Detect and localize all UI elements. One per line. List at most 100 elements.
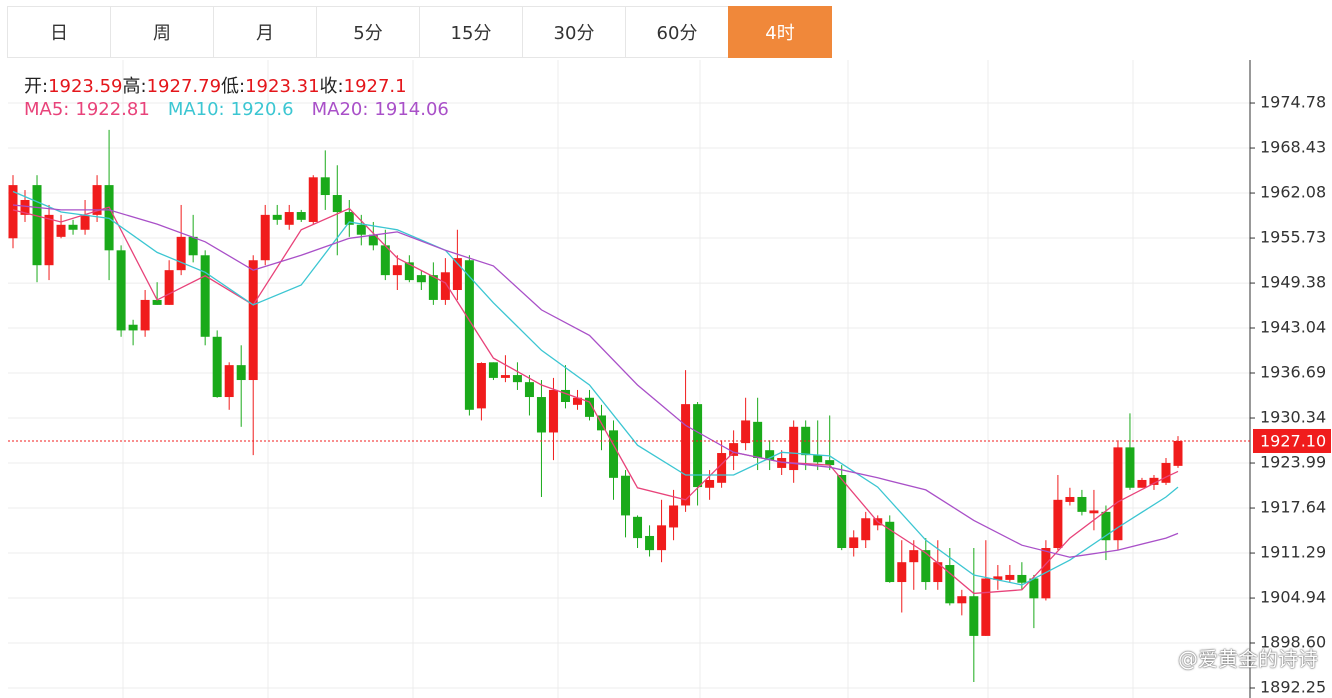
period-tab[interactable]: 周 <box>110 6 214 58</box>
ohlc-value: 1923.59 <box>48 76 123 97</box>
candle-body <box>669 505 679 528</box>
candle-body <box>80 214 90 230</box>
candle-body <box>1161 462 1171 483</box>
ma-label: MA20: <box>311 99 369 120</box>
ma-line <box>12 204 1179 558</box>
ohlc-label: 开: <box>24 76 49 97</box>
ohlc-header: 开:1923.59高:1927.79低:1923.31收:1927.1 <box>24 72 407 98</box>
candle-body <box>633 516 643 539</box>
candle-body <box>945 565 955 604</box>
candle-body <box>897 562 907 583</box>
y-tick-label: 1898.60 <box>1260 632 1326 651</box>
candle-body <box>212 336 222 398</box>
period-tab[interactable]: 5分 <box>316 6 420 58</box>
period-tabs: 日周月 5分 15分 30分 60分 4时 <box>7 6 832 58</box>
candle-body <box>392 265 402 276</box>
y-tick-label: 1968.43 <box>1260 138 1326 157</box>
y-tick-label: 1911.29 <box>1260 543 1326 562</box>
candle-body <box>1149 477 1159 485</box>
y-tick-label: 1930.34 <box>1260 408 1326 427</box>
period-tab[interactable]: 月 <box>213 6 317 58</box>
last-price-box <box>1253 428 1331 453</box>
candle-body <box>1029 578 1039 599</box>
candle-body <box>1017 574 1027 583</box>
candle-body <box>20 199 30 215</box>
candle-body <box>993 576 1003 580</box>
candle-body <box>452 258 462 291</box>
candle-body <box>621 475 631 516</box>
y-tick-label: 1974.78 <box>1260 93 1326 112</box>
ma-label: MA10: <box>167 99 225 120</box>
candle-body <box>1137 479 1147 488</box>
candle-body <box>92 185 102 215</box>
candle-body <box>560 389 570 403</box>
candle-body <box>236 365 246 381</box>
candle-body <box>164 270 174 305</box>
candle-body <box>1065 496 1075 502</box>
candle-body <box>1077 496 1087 512</box>
candle-body <box>825 460 835 466</box>
candle-body <box>789 426 799 471</box>
period-tab[interactable]: 4时 <box>728 6 832 58</box>
candle-body <box>1005 574 1015 580</box>
candle-body <box>572 397 582 405</box>
ohlc-label: 高: <box>122 76 147 97</box>
ma-line <box>12 190 1179 586</box>
candle-body <box>548 389 558 433</box>
y-tick-label: 1949.38 <box>1260 273 1326 292</box>
candle-body <box>1173 440 1183 466</box>
candle-body <box>1089 510 1099 514</box>
candle-body <box>344 212 354 225</box>
candle-body <box>188 236 198 256</box>
y-tick-label: 1936.69 <box>1260 363 1326 382</box>
candle-body <box>260 214 270 261</box>
candle-body <box>765 450 775 461</box>
period-tab[interactable]: 15分 <box>419 6 523 58</box>
candle-body <box>8 185 18 239</box>
candle-body <box>416 275 426 283</box>
candle-body <box>44 214 54 266</box>
candle-body <box>969 596 979 636</box>
period-tab[interactable]: 60分 <box>625 6 729 58</box>
candle-body <box>464 260 474 410</box>
candle-body <box>356 224 366 235</box>
candle-body <box>1113 447 1123 541</box>
candle-body <box>56 224 66 237</box>
y-tick-label: 1917.64 <box>1260 498 1326 517</box>
candle-body <box>116 250 126 331</box>
candle-body <box>68 224 78 230</box>
candle-body <box>957 596 967 604</box>
candle-body <box>584 397 594 417</box>
candle-body <box>645 535 655 551</box>
candle-body <box>440 272 450 300</box>
candle-body <box>128 324 138 331</box>
y-tick-label: 1904.94 <box>1260 588 1326 607</box>
period-tab[interactable]: 日 <box>7 6 111 58</box>
candle-body <box>705 479 715 488</box>
candle-body <box>729 443 739 456</box>
candle-body <box>284 212 294 225</box>
candle-body <box>200 255 210 337</box>
candle-body <box>753 421 763 458</box>
watermark: @爱黄金的诗诗 <box>1178 647 1318 671</box>
candle-body <box>380 245 390 276</box>
candle-body <box>224 365 234 398</box>
candle-body <box>428 275 438 300</box>
candle-body <box>320 177 330 196</box>
candle-body <box>693 404 703 488</box>
candle-body <box>176 236 186 271</box>
candle-body <box>140 299 150 331</box>
ma-value: 1922.81 <box>75 99 150 120</box>
y-tick-label: 1892.25 <box>1260 678 1326 697</box>
candle-body <box>272 214 282 220</box>
period-tab[interactable]: 30分 <box>522 6 626 58</box>
candle-body <box>849 537 859 549</box>
ohlc-value: 1927.79 <box>146 76 222 97</box>
candle-body <box>741 420 751 444</box>
candle-body <box>152 299 162 305</box>
candle-body <box>476 363 486 409</box>
candle-body <box>777 457 787 468</box>
candle-body <box>657 525 667 551</box>
candle-body <box>500 375 510 378</box>
